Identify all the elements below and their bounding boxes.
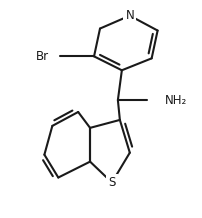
Text: S: S <box>108 176 116 189</box>
Text: NH₂: NH₂ <box>165 94 187 107</box>
Text: N: N <box>125 9 134 22</box>
Text: Br: Br <box>36 50 49 63</box>
